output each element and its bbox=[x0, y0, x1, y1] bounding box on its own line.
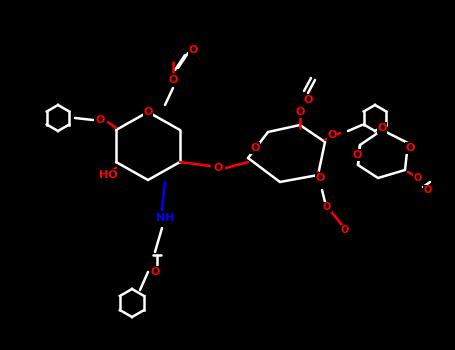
Text: O: O bbox=[95, 115, 105, 125]
Text: O: O bbox=[315, 173, 325, 183]
Text: O: O bbox=[213, 163, 222, 173]
Text: O: O bbox=[327, 130, 337, 140]
Text: O: O bbox=[143, 107, 153, 117]
Text: O: O bbox=[405, 143, 415, 153]
Text: O: O bbox=[168, 75, 178, 85]
Text: O: O bbox=[323, 202, 331, 212]
Text: O: O bbox=[341, 225, 349, 235]
Text: O: O bbox=[250, 143, 260, 153]
Text: O: O bbox=[414, 173, 422, 183]
Text: O: O bbox=[377, 123, 387, 133]
Text: O: O bbox=[303, 95, 313, 105]
Text: O: O bbox=[424, 185, 432, 195]
Text: O: O bbox=[188, 45, 197, 55]
Text: O: O bbox=[352, 150, 362, 160]
Text: HO: HO bbox=[99, 170, 117, 180]
Text: NH: NH bbox=[156, 213, 174, 223]
Text: O: O bbox=[150, 267, 160, 277]
Text: O: O bbox=[295, 107, 305, 117]
